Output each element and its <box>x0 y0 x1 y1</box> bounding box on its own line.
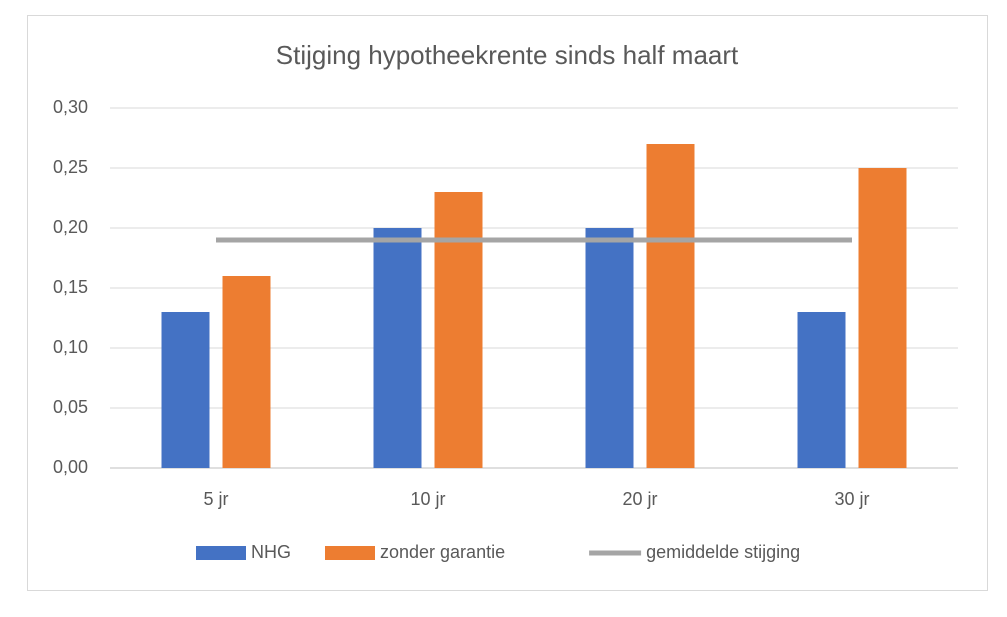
legend-label: zonder garantie <box>380 542 505 562</box>
y-tick-label: 0,00 <box>53 457 88 477</box>
bar <box>585 228 634 468</box>
x-tick-label: 10 jr <box>410 489 445 509</box>
bar <box>646 144 695 468</box>
bar <box>797 312 846 468</box>
y-tick-label: 0,15 <box>53 277 88 297</box>
y-tick-label: 0,20 <box>53 217 88 237</box>
y-tick-label: 0,10 <box>53 337 88 357</box>
y-tick-label: 0,30 <box>53 97 88 117</box>
legend-label: NHG <box>251 542 291 562</box>
legend-label: gemiddelde stijging <box>646 542 800 562</box>
legend-swatch <box>196 546 246 560</box>
chart-title: Stijging hypotheekrente sinds half maart <box>276 40 739 70</box>
y-tick-label: 0,25 <box>53 157 88 177</box>
y-tick-label: 0,05 <box>53 397 88 417</box>
x-tick-label: 30 jr <box>834 489 869 509</box>
x-tick-label: 5 jr <box>203 489 228 509</box>
bar <box>858 168 907 468</box>
legend-swatch <box>325 546 375 560</box>
chart-border <box>27 15 988 591</box>
bar <box>373 228 422 468</box>
bar <box>161 312 210 468</box>
bar <box>434 192 483 468</box>
x-tick-label: 20 jr <box>622 489 657 509</box>
bar <box>222 276 271 468</box>
